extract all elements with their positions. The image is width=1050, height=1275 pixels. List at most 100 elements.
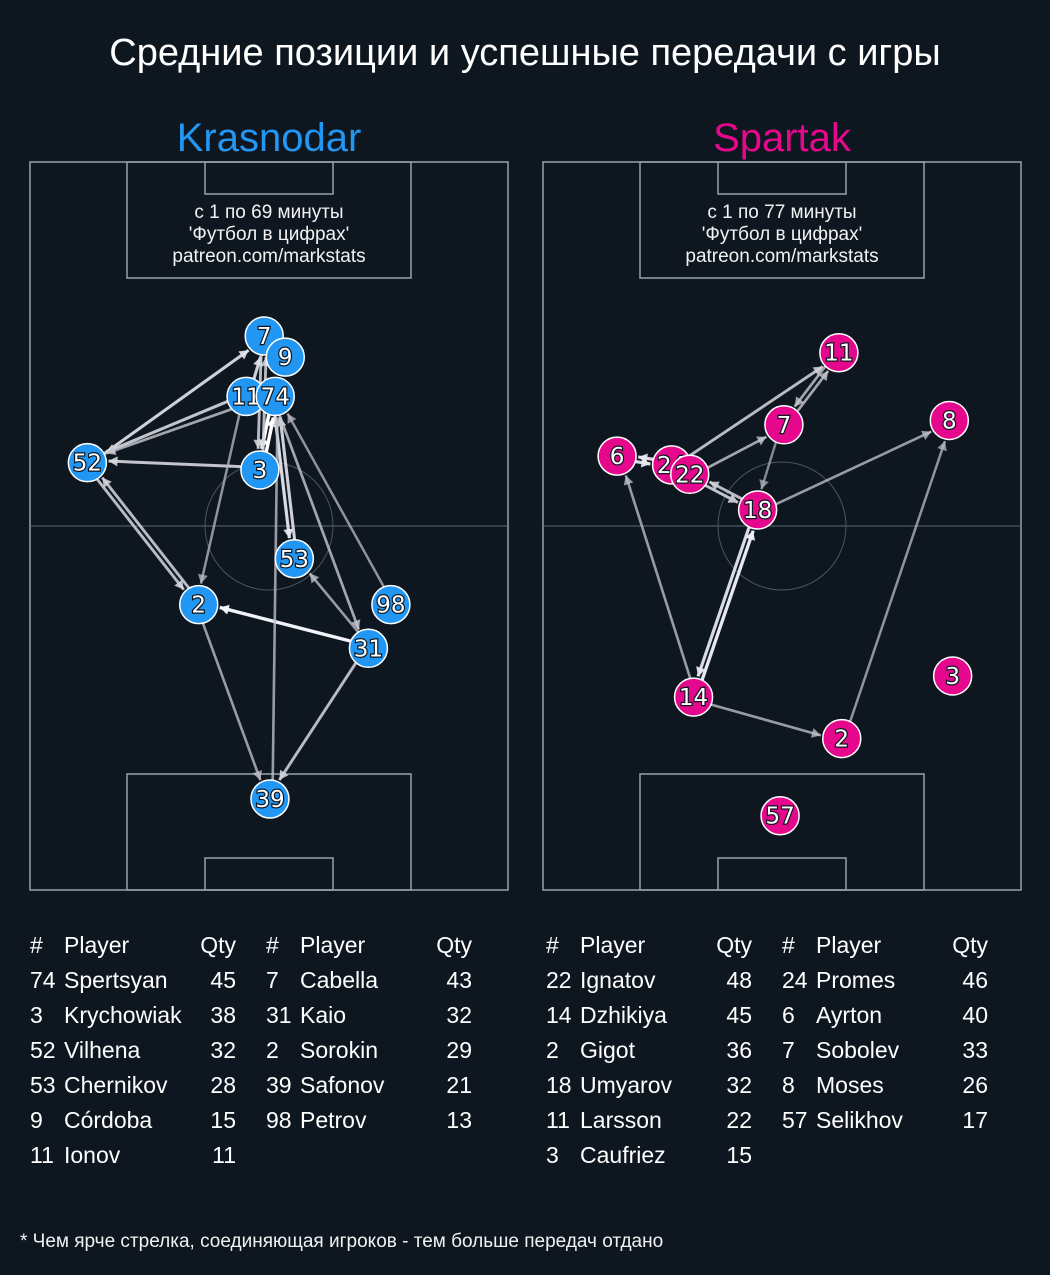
roster-row: 9 Córdoba 15 98 Petrov 13 [30, 1103, 472, 1138]
roster-player: Umyarov [580, 1072, 673, 1098]
player-node-98: 98 [371, 584, 411, 625]
roster-player: Caufriez [580, 1142, 666, 1168]
roster-player: Ayrton [816, 1002, 883, 1028]
pass-arrowhead [745, 530, 756, 541]
player-marker [669, 454, 710, 495]
roster-row: 2 Gigot 36 7 Sobolev 33 [546, 1033, 988, 1068]
roster-qty: 29 [446, 1037, 472, 1063]
roster-num: 9 [30, 1107, 43, 1133]
roster-num: 53 [30, 1072, 56, 1098]
player-node-14: 14 [673, 677, 714, 717]
roster-player: Ignatov [580, 967, 656, 993]
roster-player: Selikhov [816, 1107, 903, 1133]
player-number-label: 9 [278, 345, 293, 371]
header-qty: Qty [952, 932, 988, 958]
roster-player: Sobolev [816, 1037, 900, 1063]
roster-player: Córdoba [64, 1107, 153, 1133]
header-num: # [266, 932, 279, 958]
pass-arrow-14-to-18 [700, 530, 755, 681]
player-number-label: 8 [942, 408, 957, 434]
pass-arrowhead [106, 445, 117, 456]
pass-arrowhead [198, 573, 208, 584]
pass-arrowhead [640, 457, 651, 468]
roster-num: 2 [546, 1037, 559, 1063]
roster-qty: 22 [726, 1107, 752, 1133]
header-qty: Qty [200, 932, 236, 958]
pass-arrow-18-to-8 [775, 430, 932, 506]
header-num: # [30, 932, 43, 958]
pass-arrowhead [921, 430, 932, 440]
player-marker [265, 337, 306, 377]
roster-num: 3 [546, 1142, 559, 1168]
player-node-18: 18 [737, 490, 778, 530]
player-marker [597, 436, 637, 476]
roster-player: Promes [816, 967, 896, 993]
pass-arrow-52-to-2 [95, 478, 185, 591]
player-marker [255, 376, 295, 417]
team-name-spartak: Spartak [713, 116, 851, 160]
roster-qty: 36 [726, 1037, 752, 1063]
center-circle [717, 461, 847, 591]
player-marker [822, 718, 862, 759]
player-node-11: 11 [226, 376, 266, 417]
pass-network [623, 365, 947, 738]
pass-arrow-14-to-2 [710, 703, 822, 737]
pass-arrowhead [727, 493, 738, 503]
player-marker [178, 584, 219, 625]
info-spartak: с 1 по 77 минуты 'Футбол в цифрах' patre… [543, 202, 1021, 268]
header-qty: Qty [716, 932, 752, 958]
player-number-label: 2 [834, 727, 849, 753]
pass-arrowhead [937, 441, 947, 452]
roster-num: 6 [782, 1002, 795, 1028]
player-number-label: 14 [679, 685, 708, 711]
roster-player: Dzhikiya [580, 1002, 667, 1028]
player-node-11: 11 [819, 332, 859, 373]
pass-arrowhead [818, 370, 829, 382]
roster-num: 7 [266, 967, 279, 993]
pass-arrow-2-to-39 [201, 622, 262, 781]
player-node-57: 57 [760, 795, 800, 836]
roster-header: # Player Qty # Player Qty [546, 928, 988, 963]
roster-qty: 28 [210, 1072, 236, 1098]
player-node-2: 2 [178, 584, 219, 625]
roster-table: # Player Qty # Player Qty 22 Ignatov 48 … [546, 928, 988, 1173]
roster-spartak: # Player Qty # Player Qty 22 Ignatov 48 … [546, 928, 988, 1173]
player-marker [929, 400, 970, 441]
player-node-39: 39 [250, 779, 290, 819]
six-yard-box-top [717, 161, 847, 195]
info-link: patreon.com/markstats [685, 246, 879, 267]
player-marker [67, 442, 108, 483]
pass-arrow-24-to-11 [687, 365, 824, 458]
pass-arrow-2-to-8 [849, 440, 947, 722]
player-node-3: 3 [240, 450, 280, 490]
roster-row: 22 Ignatov 48 24 Promes 46 [546, 963, 988, 998]
player-number-label: 39 [255, 787, 284, 813]
roster-qty: 45 [726, 1002, 752, 1028]
roster-num: 14 [546, 1002, 572, 1028]
roster-qty: 15 [210, 1107, 236, 1133]
player-node-7: 7 [764, 405, 804, 445]
pass-arrow-22-to-7 [707, 435, 768, 469]
roster-player: Moses [816, 1072, 884, 1098]
info-minutes: с 1 по 77 минуты [707, 202, 857, 223]
roster-row: 53 Chernikov 28 39 Safonov 21 [30, 1068, 472, 1103]
header-player: Player [580, 932, 646, 958]
roster-qty: 11 [212, 1142, 236, 1168]
player-node-22: 22 [669, 454, 710, 495]
pass-arrowhead [253, 439, 264, 449]
pass-arrowhead [709, 481, 720, 491]
player-number-label: 7 [777, 413, 792, 439]
player-node-74: 74 [255, 376, 295, 417]
roster-player: Vilhena [64, 1037, 141, 1063]
info-source: 'Футбол в цифрах' [701, 224, 863, 245]
pass-arrow-31-to-2 [219, 605, 352, 643]
pass-arrowhead [287, 413, 297, 424]
pitch-lines [542, 161, 1022, 891]
player-number-label: 3 [945, 664, 960, 690]
pass-arrowhead [812, 366, 823, 376]
player-number-label: 11 [231, 384, 260, 410]
roster-row: 11 Larsson 22 57 Selikhov 17 [546, 1103, 988, 1138]
player-number-label: 11 [824, 341, 853, 367]
player-number-label: 6 [610, 444, 625, 470]
header-qty: Qty [436, 932, 472, 958]
